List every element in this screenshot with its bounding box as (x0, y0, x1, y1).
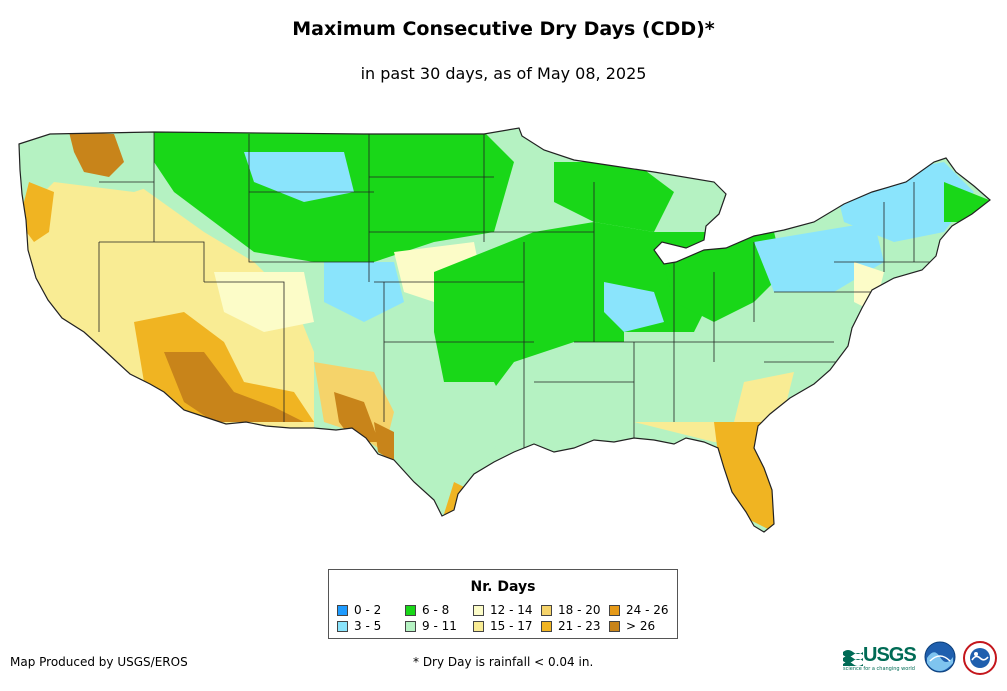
legend-item: 24 - 26 (609, 603, 677, 617)
legend-swatch (337, 621, 348, 632)
noaa-logo-icon (924, 641, 956, 673)
legend-label: 18 - 20 (558, 603, 601, 617)
legend-label: 24 - 26 (626, 603, 669, 617)
legend-item: 6 - 8 (405, 603, 473, 617)
map-title: Maximum Consecutive Dry Days (CDD)* (292, 18, 715, 40)
legend-label: 0 - 2 (354, 603, 382, 617)
legend-swatch (473, 621, 484, 632)
legend-label: 15 - 17 (490, 619, 533, 633)
legend-title: Nr. Days (470, 579, 536, 595)
legend-label: 3 - 5 (354, 619, 382, 633)
usgs-logo-text: USGS (863, 644, 917, 666)
legend-label: 9 - 11 (422, 619, 457, 633)
legend-swatch (541, 605, 552, 616)
legend-item: 12 - 14 (473, 603, 541, 617)
map-credit: Map Produced by USGS/EROS (10, 655, 188, 669)
legend-swatch (405, 605, 416, 616)
legend: Nr. Days 0 - 2 3 - 5 6 - 8 9 - 11 12 - 1… (328, 569, 678, 639)
legend-label: > 26 (626, 619, 656, 633)
legend-item: 21 - 23 (541, 619, 609, 633)
map-subtitle: in past 30 days, as of May 08, 2025 (360, 64, 647, 83)
usgs-tagline: science for a changing world (843, 666, 915, 672)
legend-swatch (473, 605, 484, 616)
usgs-logo: USGS science for a changing world (843, 644, 917, 672)
nws-logo-icon (963, 641, 997, 675)
legend-label: 21 - 23 (558, 619, 601, 633)
legend-item: 18 - 20 (541, 603, 609, 617)
legend-swatch (405, 621, 416, 632)
legend-swatch (541, 621, 552, 632)
legend-swatch (609, 605, 620, 616)
legend-item: 0 - 2 (337, 603, 405, 617)
usgs-wave-icon (843, 650, 863, 666)
legend-swatch (337, 605, 348, 616)
legend-item: 15 - 17 (473, 619, 541, 633)
legend-item: > 26 (609, 619, 677, 633)
legend-item: 9 - 11 (405, 619, 473, 633)
legend-label: 6 - 8 (422, 603, 450, 617)
legend-label: 12 - 14 (490, 603, 533, 617)
us-cdd-map (18, 127, 991, 533)
legend-swatch (609, 621, 620, 632)
footnote: * Dry Day is rainfall < 0.04 in. (413, 655, 594, 669)
legend-item: 3 - 5 (337, 619, 405, 633)
